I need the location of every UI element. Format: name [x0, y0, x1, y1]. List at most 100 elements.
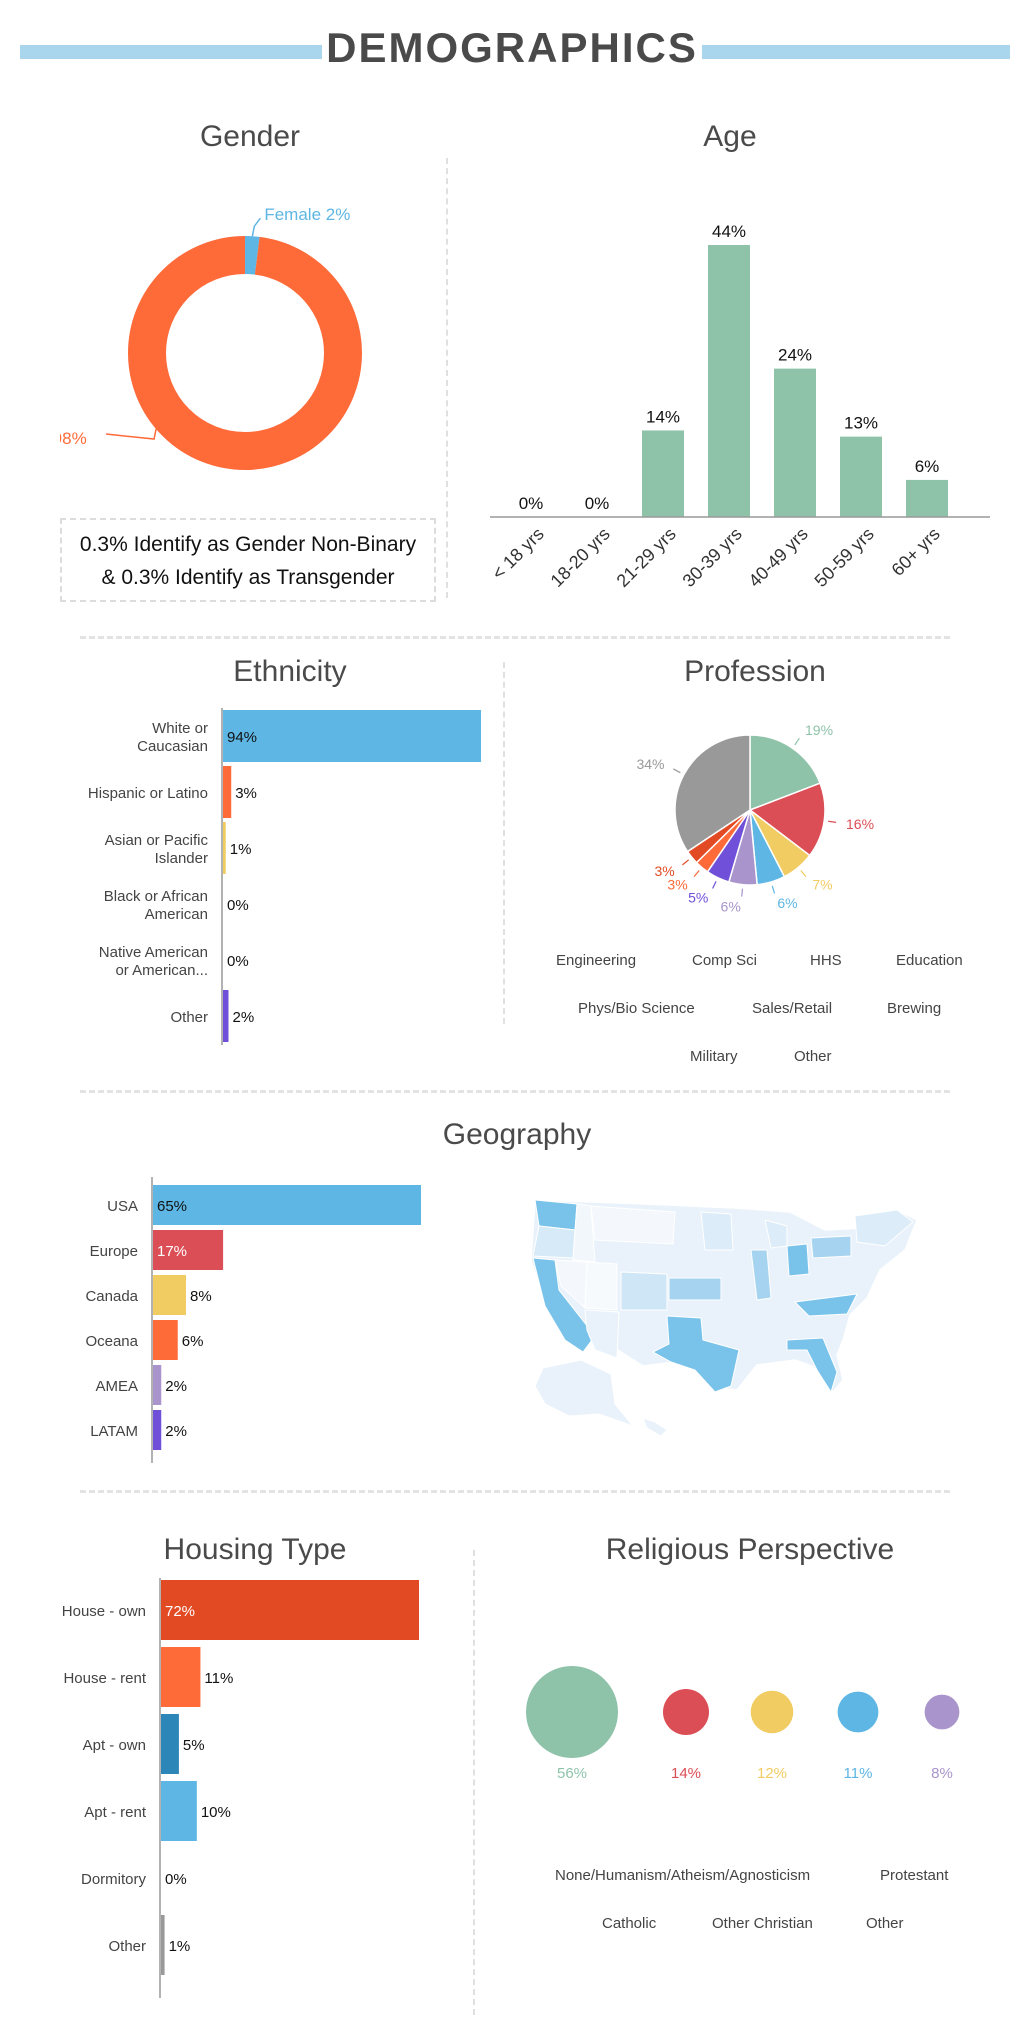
profession-slice-comp-sci — [748, 782, 826, 857]
religion-bubble-other — [924, 1694, 960, 1730]
housing-value-dormitory: 0% — [165, 1871, 187, 1888]
us-map-northeast — [854, 1209, 914, 1247]
housing-bar-apt-own — [161, 1714, 179, 1774]
ethnicity-value-black-or-african-american: 0% — [227, 897, 249, 914]
religion-legend-other: Other — [866, 1915, 904, 1932]
profession-legend-hhs: HHS — [810, 952, 842, 969]
religion-value-none-humanism-atheism-agnosticism: 56% — [557, 1765, 587, 1782]
us-map-idaho — [572, 1203, 596, 1263]
ethnicity-title: Ethnicity — [233, 655, 347, 688]
profession-legend: Engineering Comp Sci HHS Education Phys/… — [520, 950, 990, 1070]
age-value-18-20-yrs: 0% — [585, 494, 610, 513]
religion-bubble-protestant — [663, 1689, 709, 1735]
geography-title: Geography — [442, 1118, 592, 1151]
geography-bar-oceana — [153, 1320, 178, 1360]
gender-chart: Female 2% Male 98% — [60, 205, 362, 470]
us-map-florida — [786, 1337, 838, 1394]
ethnicity-value-native-american-or-american: 0% — [227, 953, 249, 970]
profession-legend-physbio: Phys/Bio Science — [578, 1000, 695, 1017]
gender-female-label: Female 2% — [264, 205, 350, 224]
profession-legend-military: Military — [690, 1048, 738, 1065]
geography-label-latam: LATAM — [90, 1423, 138, 1440]
age-title: Age — [703, 120, 757, 153]
profession-leader-hhs — [800, 870, 807, 878]
profession-leader-comp-sci — [828, 820, 837, 823]
religion-legend: None/Humanism/Atheism/Agnosticism Protes… — [520, 1865, 1000, 1945]
age-bar-21-29-yrs — [642, 430, 684, 517]
profession-legend-sales: Sales/Retail — [752, 1000, 833, 1017]
geography-bar-europe — [153, 1230, 224, 1270]
us-map — [530, 1199, 918, 1437]
religion-chart: 56% 14% 12% 11% 8% — [526, 1666, 960, 1782]
geography-value-usa: 65% — [157, 1198, 187, 1215]
ethnicity-value-other: 2% — [232, 1009, 254, 1026]
ethnicity-label-black-or-african-american-1: American — [145, 906, 208, 923]
divider-row1 — [80, 636, 950, 639]
geography-label-usa: USA — [107, 1198, 138, 1215]
ethnicity-bar-hispanic-or-latino — [223, 766, 232, 818]
profession-value-hhs: 7% — [812, 876, 832, 892]
religion-value-catholic: 12% — [757, 1765, 787, 1782]
us-map-north-carolina — [793, 1293, 858, 1317]
gender-note: 0.3% Identify as Gender Non-Binary & 0.3… — [60, 518, 436, 602]
profession-leader-other — [673, 768, 681, 774]
geography-value-europe: 17% — [157, 1243, 187, 1260]
profession-leader-military — [682, 859, 690, 866]
divider-row3 — [80, 1490, 950, 1493]
religion-value-other: 8% — [931, 1765, 953, 1782]
housing-chart: House - own 72% House - rent 11% Apt - own 5%… — [62, 1578, 419, 1998]
religion-value-other-christian: 11% — [844, 1765, 873, 1782]
age-tick-50-59-yrs: 50-59 yrs — [811, 524, 878, 591]
geography-label-europe: Europe — [90, 1243, 138, 1260]
geography-chart: USA 65% Europe 17% Canada 8% Oceana 6% AMEA 2% LAT… — [85, 1177, 421, 1463]
profession-slice-other — [674, 734, 751, 853]
age-tick-18-yrs: < 18 yrs — [490, 524, 548, 584]
divider-gender-age — [446, 158, 448, 598]
housing-label-dormitory: Dormitory — [81, 1871, 147, 1888]
profession-leader-brewing — [693, 870, 700, 878]
age-bar-50-59-yrs — [840, 436, 882, 517]
profession-title: Profession — [684, 655, 826, 688]
religion-bubble-catholic — [750, 1690, 794, 1734]
housing-label-apt-rent: Apt - rent — [84, 1804, 147, 1821]
age-value-21-29-yrs: 14% — [646, 407, 680, 426]
religion-title: Religious Perspective — [605, 1533, 895, 1566]
ethnicity-bar-other — [223, 990, 229, 1042]
us-map-oregon — [532, 1225, 576, 1259]
gender-slice-male — [128, 236, 362, 470]
us-map-montana — [590, 1205, 676, 1245]
ethnicity-bar-white-or-caucasian — [223, 710, 481, 762]
us-map-pennsylvania — [810, 1235, 852, 1259]
profession-chart: 19%16%7%6%6%5%3%3%34% — [636, 722, 874, 914]
us-map-michigan — [764, 1219, 788, 1249]
geography-label-canada: Canada — [85, 1288, 138, 1305]
geography-value-canada: 8% — [190, 1288, 212, 1305]
page-title: DEMOGRAPHICS — [0, 24, 1024, 72]
geography-bar-usa — [153, 1185, 421, 1225]
divider-housing-religion — [473, 1550, 475, 2015]
us-map-colorado — [620, 1271, 668, 1311]
ethnicity-label-white-or-caucasian-0: White or — [152, 720, 208, 737]
profession-legend-education: Education — [896, 952, 963, 969]
ethnicity-label-other: Other — [170, 1009, 208, 1026]
ethnicity-label-black-or-african-american-0: Black or African — [104, 888, 208, 905]
age-value-60-yrs: 6% — [915, 457, 940, 476]
religion-legend-catholic: Catholic — [602, 1915, 657, 1932]
religion-bubble-none-humanism-atheism-agnosticism — [526, 1666, 618, 1758]
geography-bar-amea — [153, 1365, 162, 1405]
gender-note-line2: & 0.3% Identify as Transgender — [101, 566, 395, 589]
ethnicity-label-asian-or-pacific-islander-1: Islander — [155, 850, 208, 867]
profession-legend-brewing: Brewing — [887, 1000, 942, 1017]
gender-male-label: Male 98% — [60, 429, 87, 448]
us-map-northwest — [534, 1199, 578, 1231]
housing-label-apt-own: Apt - own — [83, 1737, 146, 1754]
us-map-hawaii — [642, 1417, 668, 1437]
religion-legend-other-christian: Other Christian — [712, 1915, 813, 1932]
age-tick-30-39-yrs: 30-39 yrs — [679, 524, 746, 591]
ethnicity-label-asian-or-pacific-islander-0: Asian or Pacific — [105, 832, 209, 849]
age-tick-21-29-yrs: 21-29 yrs — [613, 524, 680, 591]
ethnicity-label-white-or-caucasian-1: Caucasian — [137, 738, 208, 755]
profession-value-other: 34% — [636, 756, 664, 772]
